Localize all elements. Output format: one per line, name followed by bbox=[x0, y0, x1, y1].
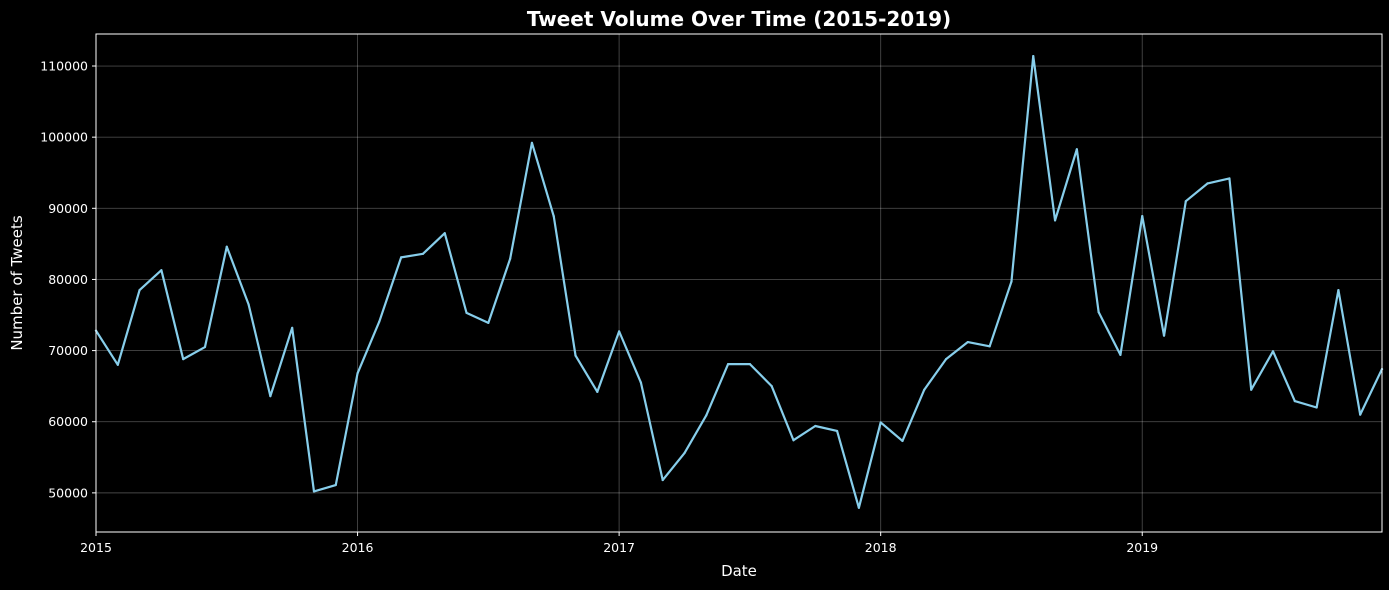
data-point bbox=[596, 390, 599, 393]
data-point bbox=[792, 439, 795, 442]
data-point bbox=[944, 358, 948, 361]
data-point bbox=[618, 330, 621, 333]
data-point bbox=[1119, 353, 1122, 356]
data-point bbox=[1053, 219, 1057, 222]
y-tick-label: 100000 bbox=[40, 130, 88, 145]
y-tick-label: 70000 bbox=[48, 343, 88, 358]
data-point bbox=[247, 303, 250, 306]
data-point bbox=[1032, 54, 1035, 58]
data-point bbox=[705, 414, 708, 417]
data-point bbox=[1162, 334, 1166, 337]
data-point bbox=[203, 345, 207, 349]
data-point bbox=[225, 245, 228, 248]
data-point bbox=[1228, 177, 1231, 180]
data-point bbox=[923, 388, 926, 391]
data-point bbox=[1184, 200, 1187, 203]
x-axis-label: Date bbox=[721, 562, 757, 580]
x-tick-label: 2019 bbox=[1126, 540, 1158, 555]
data-point bbox=[683, 451, 686, 455]
plot-area-frame bbox=[95, 33, 1383, 533]
data-point bbox=[661, 478, 664, 482]
series-line bbox=[94, 54, 1384, 509]
data-point bbox=[988, 345, 991, 348]
data-point bbox=[509, 257, 512, 260]
data-point bbox=[312, 490, 316, 493]
series-points bbox=[94, 54, 1384, 509]
data-point bbox=[1075, 148, 1078, 151]
data-point bbox=[116, 363, 119, 366]
data-point bbox=[1141, 215, 1144, 218]
data-point bbox=[770, 385, 773, 388]
data-point bbox=[574, 354, 577, 357]
data-point bbox=[530, 141, 534, 144]
data-point bbox=[1337, 289, 1340, 292]
data-point bbox=[966, 340, 969, 344]
data-point bbox=[138, 289, 141, 292]
data-point bbox=[748, 363, 752, 366]
data-point bbox=[443, 232, 446, 235]
data-point bbox=[291, 326, 294, 329]
data-point bbox=[269, 395, 272, 398]
data-point bbox=[1359, 413, 1362, 416]
data-point bbox=[182, 358, 185, 361]
y-axis-label: Number of Tweets bbox=[8, 215, 26, 351]
data-point bbox=[552, 215, 555, 218]
x-axis-ticks: 2015 2016 2017 2018 2019 bbox=[80, 532, 1158, 555]
data-point bbox=[879, 421, 882, 424]
data-point bbox=[835, 429, 839, 433]
data-point bbox=[421, 252, 425, 255]
x-tick-label: 2016 bbox=[342, 540, 374, 555]
x-tick-label: 2018 bbox=[865, 540, 897, 555]
y-tick-label: 80000 bbox=[48, 272, 88, 287]
data-point bbox=[1010, 280, 1013, 283]
data-point bbox=[1293, 400, 1296, 403]
data-point bbox=[901, 439, 904, 443]
y-tick-label: 60000 bbox=[48, 414, 88, 429]
data-point bbox=[487, 321, 490, 324]
data-point bbox=[1206, 182, 1209, 185]
x-tick-label: 2015 bbox=[80, 540, 112, 555]
data-point bbox=[814, 424, 817, 428]
y-tick-label: 50000 bbox=[48, 485, 88, 500]
y-tick-label: 90000 bbox=[48, 201, 88, 216]
x-tick-label: 2017 bbox=[603, 540, 635, 555]
data-point bbox=[465, 311, 468, 314]
data-point bbox=[400, 256, 403, 259]
data-point bbox=[378, 320, 381, 323]
y-tick-label: 110000 bbox=[40, 59, 88, 74]
data-point bbox=[1097, 311, 1100, 314]
data-point bbox=[1250, 388, 1253, 391]
data-point bbox=[334, 483, 337, 487]
data-point bbox=[857, 506, 860, 509]
data-point bbox=[1315, 406, 1318, 409]
data-point bbox=[639, 381, 643, 384]
data-point bbox=[1271, 350, 1275, 353]
chart-title: Tweet Volume Over Time (2015-2019) bbox=[527, 7, 951, 31]
data-point bbox=[160, 269, 163, 272]
y-axis-ticks: 50000 60000 70000 80000 90000 100000 110000 bbox=[40, 59, 96, 500]
data-point bbox=[727, 363, 730, 366]
data-point bbox=[356, 372, 359, 375]
grid-lines bbox=[95, 34, 1382, 532]
